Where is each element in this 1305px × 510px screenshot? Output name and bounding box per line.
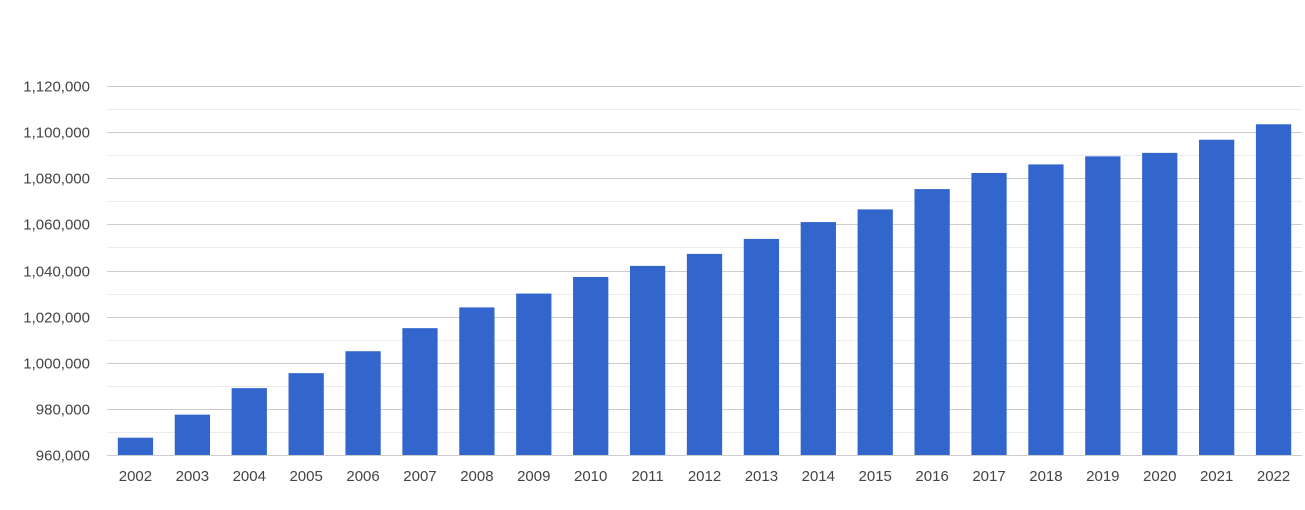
- x-tick-label: 2006: [346, 468, 379, 485]
- y-tick-label: 1,000,000: [23, 356, 90, 373]
- bar-2009[interactable]: [516, 293, 552, 455]
- x-tick-label: 2022: [1257, 468, 1290, 485]
- bar-2007[interactable]: [402, 328, 438, 455]
- x-tick-label: 2015: [859, 468, 892, 485]
- x-tick-label: 2012: [688, 468, 721, 485]
- bar-2002[interactable]: [117, 437, 154, 455]
- x-tick-label: 2018: [1029, 468, 1062, 485]
- bar-2005[interactable]: [288, 373, 324, 455]
- x-tick-label: 2016: [915, 468, 948, 485]
- y-tick-label: 1,040,000: [23, 264, 90, 281]
- x-tick-label: 2008: [460, 468, 493, 485]
- x-tick-label: 2010: [574, 468, 607, 485]
- x-tick-label: 2009: [517, 468, 550, 485]
- bar-2011[interactable]: [629, 265, 666, 455]
- x-tick-label: 2014: [802, 468, 835, 485]
- bar-2013[interactable]: [743, 238, 780, 455]
- y-axis-tick-labels: 960,000 980,000 1,000,000 1,020,000 1,040,00…: [23, 79, 90, 465]
- x-tick-label: 2013: [745, 468, 778, 485]
- bar-2014[interactable]: [800, 222, 836, 455]
- y-tick-label: 960,000: [36, 448, 90, 465]
- bar-series: [117, 124, 1292, 456]
- x-tick-label: 2002: [119, 468, 152, 485]
- bar-2022[interactable]: [1255, 124, 1292, 455]
- y-tick-label: 1,120,000: [23, 79, 90, 96]
- y-tick-label: 1,100,000: [23, 125, 90, 142]
- bar-2012[interactable]: [686, 253, 723, 455]
- x-tick-label: 2021: [1200, 468, 1233, 485]
- y-tick-label: 980,000: [36, 402, 90, 419]
- x-tick-label: 2003: [176, 468, 209, 485]
- bar-2020[interactable]: [1142, 152, 1178, 455]
- x-tick-label: 2007: [403, 468, 436, 485]
- x-tick-label: 2019: [1086, 468, 1119, 485]
- bar-2017[interactable]: [971, 172, 1007, 455]
- x-tick-label: 2017: [972, 468, 1005, 485]
- x-axis-tick-labels: 2002 2003 2004 2005 2006 2007 2008 2009 2010 2011…: [119, 468, 1290, 485]
- x-tick-label: 2005: [289, 468, 322, 485]
- bar-2019[interactable]: [1085, 156, 1121, 455]
- y-tick-label: 1,020,000: [23, 310, 90, 327]
- bar-2003[interactable]: [174, 414, 210, 455]
- bar-2018[interactable]: [1028, 164, 1064, 455]
- bar-2010[interactable]: [573, 276, 609, 455]
- bar-2006[interactable]: [345, 351, 381, 455]
- bar-2021[interactable]: [1199, 139, 1235, 456]
- x-tick-label: 2011: [631, 468, 663, 485]
- x-tick-label: 2020: [1143, 468, 1176, 485]
- bar-2015[interactable]: [857, 209, 893, 455]
- y-tick-label: 1,080,000: [23, 171, 90, 188]
- bar-2016[interactable]: [914, 189, 950, 455]
- y-tick-label: 1,060,000: [23, 217, 90, 234]
- bar-2008[interactable]: [459, 307, 495, 455]
- x-tick-label: 2004: [233, 468, 266, 485]
- bar-2004[interactable]: [231, 388, 267, 455]
